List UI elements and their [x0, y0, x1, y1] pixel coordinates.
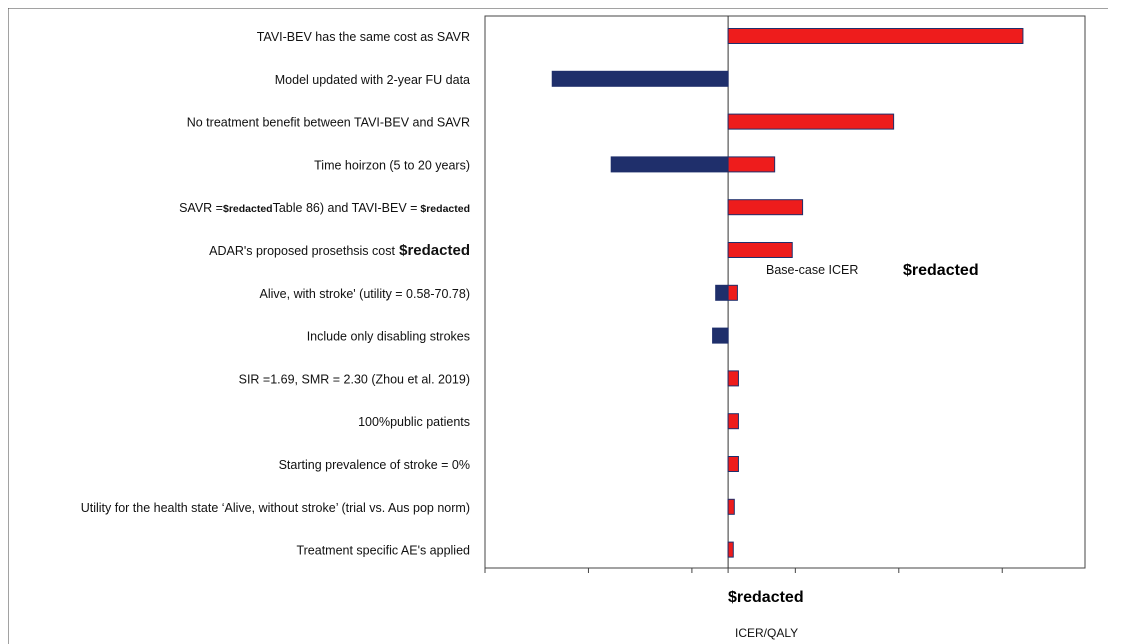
category-label-3: Time hoirzon (5 to 20 years): [314, 158, 470, 172]
base-case-icer-value: $redacted: [903, 262, 979, 279]
category-label-0: TAVI-BEV has the same cost as SAVR: [257, 30, 470, 44]
bar-positive-11: [728, 499, 734, 514]
bar-positive-0: [728, 29, 1023, 44]
bar-positive-4: [728, 200, 802, 215]
category-label-1: Model updated with 2-year FU data: [275, 73, 470, 87]
bar-positive-5: [728, 243, 792, 258]
base-case-icer-label: Base-case ICER: [766, 263, 858, 277]
category-label-2: No treatment benefit between TAVI-BEV an…: [187, 116, 470, 130]
bar-positive-3: [728, 157, 775, 172]
bar-positive-8: [728, 371, 738, 386]
category-label-5: ADAR's proposed prosethsis cost $redacte…: [209, 242, 470, 259]
chart-container: TAVI-BEV has the same cost as SAVR Model …: [8, 8, 1124, 644]
category-label-11: Utility for the health state ‘Alive, wit…: [81, 501, 470, 515]
x-center-tick-label: $redacted: [728, 589, 804, 606]
bar-positive-10: [728, 457, 738, 472]
bar-negative-6: [716, 285, 728, 300]
category-label-10: Starting prevalence of stroke = 0%: [279, 458, 470, 472]
category-label-7: Include only disabling strokes: [307, 330, 470, 344]
x-axis-title: ICER/QALY: [735, 626, 798, 640]
bars-layer: [552, 29, 1023, 558]
bar-positive-6: [728, 285, 737, 300]
category-label-9: 100%public patients: [358, 415, 470, 429]
bar-negative-7: [713, 328, 729, 343]
category-label-6: Alive, with stroke' (utility = 0.58-70.7…: [260, 287, 470, 301]
category-labels: TAVI-BEV has the same cost as SAVR Model …: [81, 30, 470, 558]
category-label-4: SAVR =$redactedTable 86) and TAVI-BEV = …: [179, 201, 470, 215]
bar-positive-2: [728, 114, 894, 129]
category-label-8: SIR =1.69, SMR = 2.30 (Zhou et al. 2019): [239, 372, 470, 386]
x-ticks: [485, 568, 1002, 573]
bar-negative-1: [552, 71, 728, 86]
bar-positive-9: [728, 414, 738, 429]
plot-area: [485, 16, 1085, 568]
bar-positive-12: [728, 542, 733, 557]
bar-negative-3: [611, 157, 728, 172]
tornado-chart: TAVI-BEV has the same cost as SAVR Model …: [8, 8, 1124, 644]
category-label-12: Treatment specific AE's applied: [296, 544, 470, 558]
